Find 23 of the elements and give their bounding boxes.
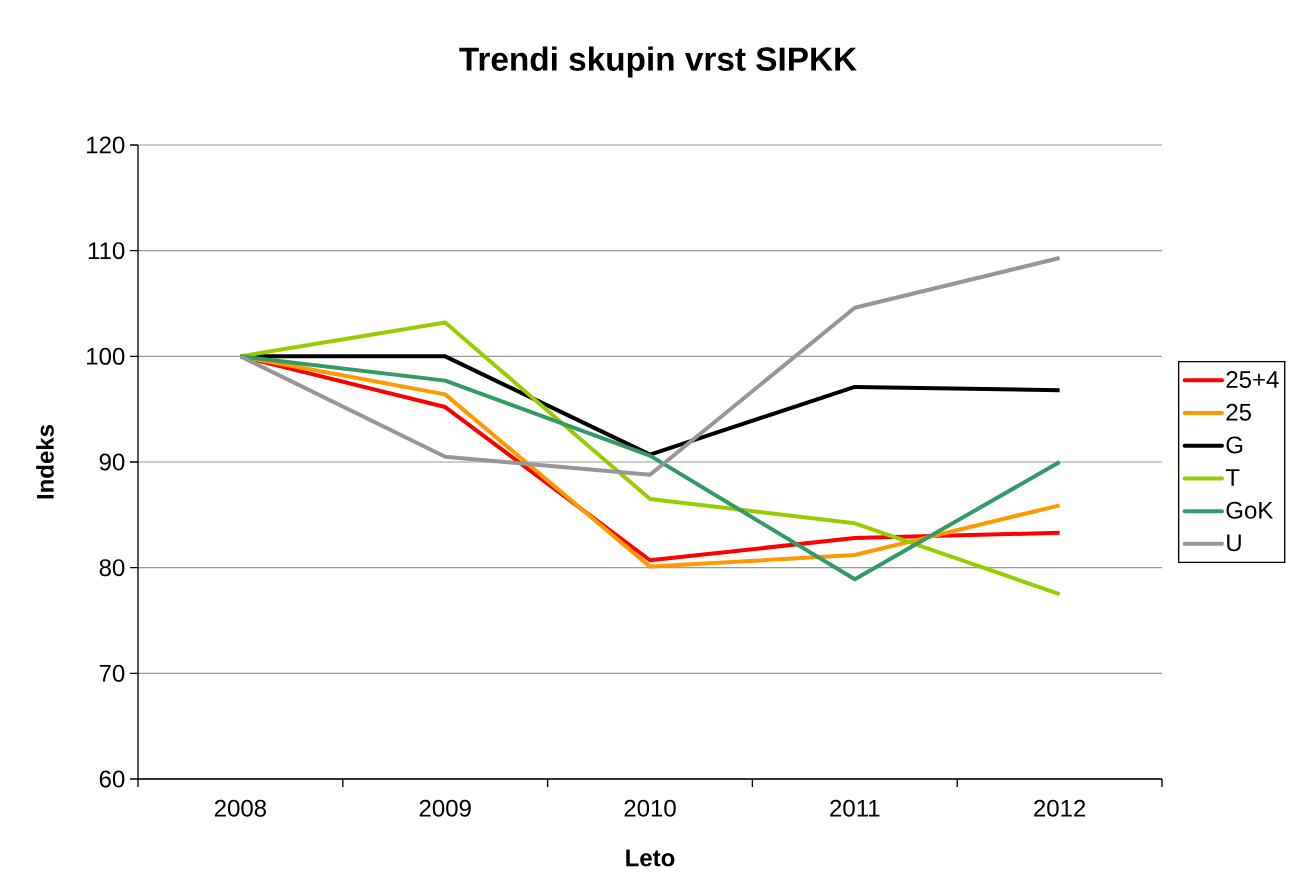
legend-label: GoK	[1226, 501, 1274, 519]
legend-label: G	[1226, 436, 1243, 454]
y-tick-label: 90	[99, 453, 125, 471]
legend-label: 25+4	[1226, 370, 1279, 388]
x-tick-label: 2011	[830, 799, 880, 817]
chart-title: Trendi skupin vrst SIPKK	[459, 46, 857, 78]
y-tick-label: 120	[87, 136, 125, 154]
y-tick-label: 70	[99, 664, 125, 682]
y-tick-label: 100	[87, 347, 125, 365]
legend-label: U	[1227, 534, 1241, 552]
y-axis-title: Indeks	[36, 424, 54, 499]
y-tick-label: 110	[88, 242, 125, 260]
x-tick-label: 2008	[214, 799, 267, 817]
x-tick-label: 2009	[419, 799, 471, 817]
x-tick-label: 2012	[1034, 799, 1086, 817]
y-tick-label: 80	[99, 559, 125, 577]
line-series	[238, 320, 1062, 597]
line-series	[238, 256, 1062, 477]
x-tick-label: 2010	[624, 799, 676, 817]
x-axis-title: Leto	[626, 849, 675, 867]
y-tick-label: 60	[99, 770, 125, 788]
legend-label: T	[1225, 469, 1240, 486]
legend-label: 25	[1226, 403, 1251, 421]
